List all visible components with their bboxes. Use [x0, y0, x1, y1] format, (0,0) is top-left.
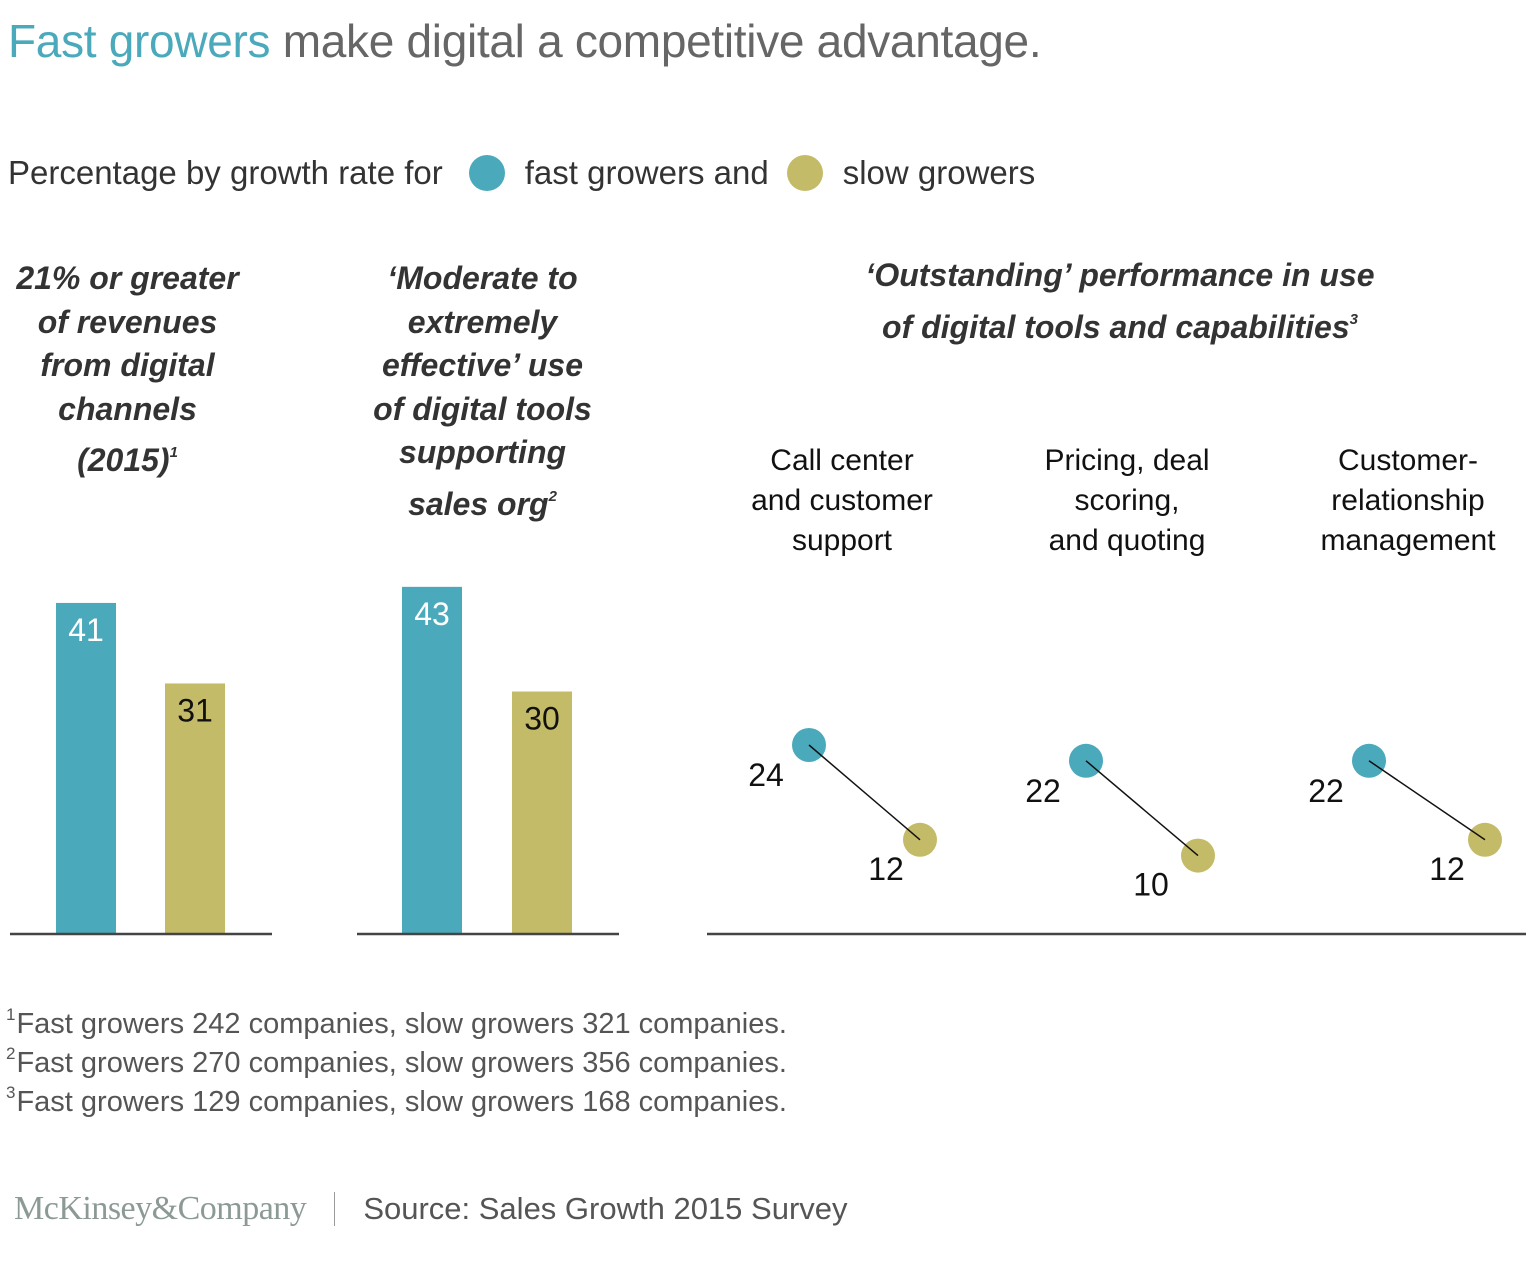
heading-line: extremely [407, 303, 558, 340]
dot-value-label-slow: 12 [1429, 851, 1465, 887]
footnote-text: Fast growers 242 companies, slow growers… [16, 1008, 787, 1040]
heading-line: 21% or greater [16, 260, 239, 296]
footnote-ref: 1 [6, 1005, 16, 1024]
bar-value-label: 41 [68, 612, 104, 648]
footnote-ref: 3 [6, 1083, 16, 1102]
category-label-crm: Customer-relationship management [1278, 441, 1536, 561]
heading-line: ‘Outstanding’ performance in use [865, 257, 1375, 293]
footnote-text: Fast growers 129 companies, slow growers… [16, 1086, 787, 1118]
heading-line: supporting [398, 434, 567, 470]
dot-value-label-fast: 22 [1308, 773, 1344, 809]
title-rest: make digital a competitive advantage. [270, 15, 1042, 67]
footer: McKinsey&Company Source: Sales Growth 20… [14, 1190, 848, 1228]
legend-fast-label: fast growers and [524, 154, 769, 191]
legend: Percentage by growth rate for fast growe… [8, 154, 1035, 192]
heading-line: channels [58, 390, 197, 427]
category-label-line: Customer- [1337, 444, 1479, 477]
footnote-3: 3Fast growers 129 companies, slow grower… [6, 1083, 787, 1119]
legend-prefix: Percentage by growth rate for [8, 154, 443, 191]
mckinsey-logo: McKinsey&Company [14, 1190, 307, 1227]
legend-slow-dot-icon [786, 155, 823, 191]
legend-fast-dot-icon [468, 155, 505, 191]
source-note: Source: Sales Growth 2015 Survey [363, 1191, 848, 1226]
dot-value-label-fast: 22 [1025, 773, 1061, 809]
category-label-line: Call center [770, 444, 914, 477]
bar-value-label: 43 [414, 596, 450, 632]
dot-value-label-slow: 12 [868, 851, 904, 887]
heading-line: from digital [40, 347, 215, 383]
panel-heading-outstanding: ‘Outstanding’ performance in use of digit… [780, 254, 1460, 349]
heading-line: of revenues [37, 303, 218, 340]
footnote-ref: 1 [169, 444, 178, 461]
legend-slow-label: slow growers [842, 154, 1036, 191]
category-label-line: and customer [751, 484, 933, 517]
category-label-line: and quoting [1048, 524, 1206, 557]
bar-fast [402, 586, 462, 933]
dot-value-label-fast: 24 [748, 757, 784, 793]
footnote-1: 1Fast growers 242 companies, slow grower… [6, 1005, 787, 1041]
heading-line: sales org2 [408, 485, 557, 522]
category-label-line: relationship [1331, 484, 1485, 517]
footnote-ref: 3 [1349, 310, 1358, 328]
heading-line: ‘Moderate to [387, 260, 578, 296]
category-label-pricing: Pricing, deal scoring, and quoting [997, 441, 1257, 561]
title-accent: Fast growers [8, 15, 271, 67]
connector-line [1085, 760, 1199, 857]
panel-heading-revenue: 21% or greater of revenues from digital cha… [0, 257, 265, 483]
category-label-line: scoring, [1074, 484, 1180, 517]
heading-line: (2015)1 [77, 442, 178, 478]
footnote-2: 2Fast growers 270 companies, slow grower… [6, 1044, 787, 1080]
footnote-text: Fast growers 270 companies, slow growers… [16, 1047, 787, 1079]
connector-line [1368, 760, 1486, 841]
category-label-call-center: Call center and customer support [712, 441, 972, 561]
dot-value-label-slow: 10 [1133, 867, 1169, 903]
chart-title: Fast growers make digital a competitive … [8, 14, 1042, 68]
heading-line: of digital tools and capabilities3 [882, 308, 1358, 345]
footer-divider [334, 1192, 336, 1226]
bar-slow [512, 691, 572, 933]
heading-line: effective’ use [382, 347, 583, 383]
panel-heading-effective-use: ‘Moderate to extremely effective’ use of di… [345, 257, 620, 526]
bar-fast [56, 602, 116, 933]
bar-value-label: 31 [177, 692, 213, 728]
category-label-line: management [1320, 524, 1496, 557]
footnote-ref: 2 [548, 487, 557, 505]
connector-line [808, 744, 921, 841]
bar-value-label: 30 [524, 701, 560, 737]
heading-line: of digital tools [373, 390, 592, 427]
footnote-ref: 2 [6, 1044, 16, 1063]
category-label-line: support [791, 524, 893, 557]
bar-slow [165, 683, 225, 933]
category-label-line: Pricing, deal [1044, 444, 1210, 477]
